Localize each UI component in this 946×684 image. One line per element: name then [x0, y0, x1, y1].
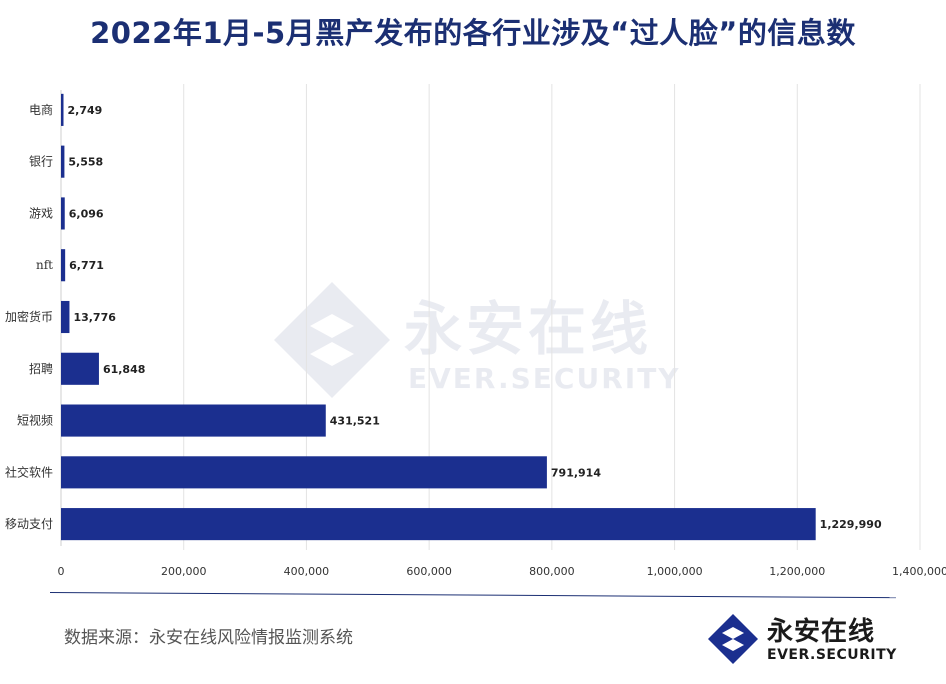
data-label: 6,096 — [69, 207, 104, 220]
data-label: 1,229,990 — [820, 518, 882, 531]
data-source-note: 数据来源：永安在线风险情报监测系统 — [64, 628, 353, 648]
data-label: 2,749 — [68, 104, 103, 117]
category-label: 电商 — [29, 102, 53, 117]
logo-name: 永安在线 — [767, 617, 876, 647]
data-label: 431,521 — [330, 415, 380, 428]
category-label: 社交软件 — [5, 464, 53, 479]
x-tick-label: 800,000 — [529, 565, 575, 578]
data-label: 61,848 — [103, 363, 145, 376]
category-label: 加密货币 — [5, 309, 53, 324]
bar — [61, 145, 65, 178]
bar — [61, 456, 547, 489]
x-tick-label: 0 — [58, 565, 65, 578]
category-label: nft — [36, 258, 53, 272]
bar-chart: 0 200,000 400,000 600,000 800,000 1,000,000 1,… — [5, 84, 946, 578]
logo-subtitle: EVER.SECURITY — [767, 647, 897, 663]
category-label: 银行 — [29, 155, 53, 169]
data-label: 5,558 — [68, 156, 103, 169]
bar — [61, 508, 816, 541]
chart-title: 2022年1月-5月黑产发布的各行业涉及“过人脸”的信息数 — [90, 16, 856, 50]
x-tick-label: 1,200,000 — [769, 565, 825, 578]
x-tick-label: 200,000 — [161, 565, 207, 578]
bar — [61, 300, 70, 334]
bar — [61, 249, 66, 282]
watermark-sub: EVER.SECURITY — [408, 362, 681, 395]
bar — [61, 404, 326, 437]
category-label: 短视频 — [17, 413, 53, 428]
x-tick-label: 600,000 — [406, 565, 452, 578]
bars — [61, 93, 816, 541]
brand-logo: 永安在线 EVER.SECURITY — [707, 609, 907, 671]
category-label: 游戏 — [29, 206, 53, 220]
category-label: 招聘 — [29, 362, 53, 376]
labels: 0 200,000 400,000 600,000 800,000 1,000,000 1,… — [5, 102, 946, 578]
bar — [61, 352, 99, 385]
watermark-logo-icon — [274, 282, 390, 398]
data-label: 791,914 — [551, 466, 601, 479]
bar — [61, 93, 64, 126]
x-tick-label: 1,400,000 — [892, 565, 946, 578]
data-label: 6,771 — [69, 259, 104, 272]
category-label: 移动支付 — [5, 517, 53, 531]
x-tick-label: 1,000,000 — [647, 565, 703, 578]
watermark: 永安在线 EVER.SECURITY — [272, 280, 679, 400]
x-tick-label: 400,000 — [284, 565, 330, 578]
ever-security-logo-icon — [708, 614, 758, 664]
watermark-name: 永安在线 — [404, 295, 653, 363]
data-label: 13,776 — [73, 311, 116, 324]
bar — [61, 197, 65, 230]
